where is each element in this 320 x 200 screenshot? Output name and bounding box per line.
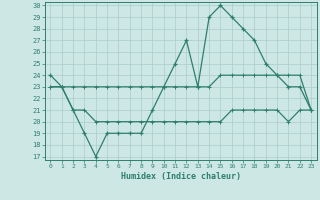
X-axis label: Humidex (Indice chaleur): Humidex (Indice chaleur) — [121, 172, 241, 181]
